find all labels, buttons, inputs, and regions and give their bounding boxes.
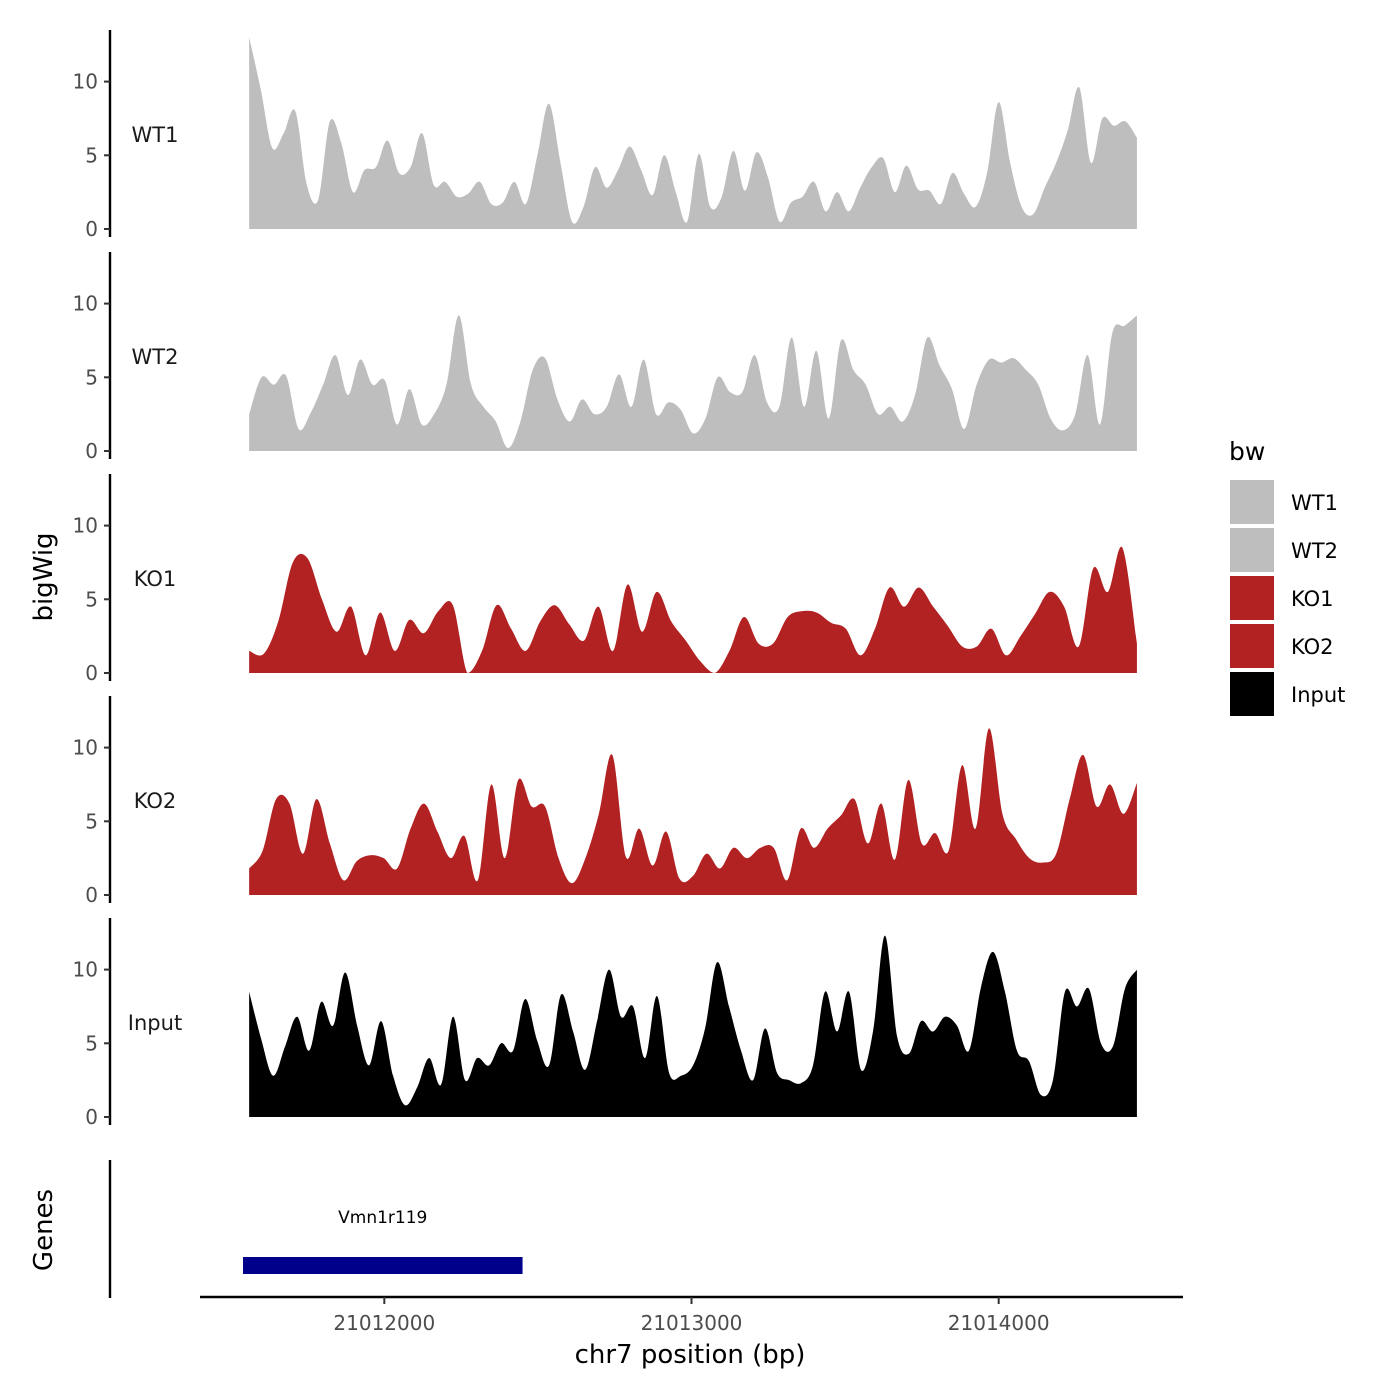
y-tick-label: 10 (73, 70, 98, 94)
y-tick-label: 5 (85, 143, 98, 167)
y-tick-label: 0 (85, 661, 98, 685)
y-axis-title: bigWig (29, 532, 59, 621)
y-tick-label: 0 (85, 439, 98, 463)
legend: bw WT1 WT2 KO1 KO2 Input (1229, 437, 1345, 716)
track-area-ko2 (249, 728, 1137, 895)
y-tick-label: 10 (73, 292, 98, 316)
y-tick-label: 0 (85, 1105, 98, 1129)
tracks-layer: 0 5 10 WT1 0 5 10 WT2 0 5 10 KO1 0 5 10 KO2 0 5 10 Input (73, 30, 1137, 1129)
x-tick-label: 21013000 (641, 1311, 743, 1335)
x-axis-title: chr7 position (bp) (575, 1340, 806, 1370)
track-label: WT1 (132, 123, 179, 147)
x-tick-label: 21012000 (333, 1311, 435, 1335)
legend-label-input: Input (1291, 683, 1345, 707)
legend-key-ko2 (1230, 624, 1274, 668)
legend-key-ko1 (1230, 576, 1274, 620)
track-ko2: 0 5 10 KO2 (73, 696, 1137, 907)
y-tick-label: 10 (73, 736, 98, 760)
track-wt2: 0 5 10 WT2 (73, 252, 1137, 463)
track-area-input (249, 935, 1137, 1117)
genes-axis-title: Genes (29, 1189, 59, 1271)
track-label: Input (128, 1011, 182, 1035)
track-area-wt2 (249, 315, 1137, 451)
legend-key-wt1 (1230, 480, 1274, 524)
x-axis: 21012000 21013000 21014000 (200, 1295, 1183, 1335)
track-label: WT2 (132, 345, 179, 369)
y-tick-label: 5 (85, 365, 98, 389)
legend-title: bw (1229, 437, 1265, 466)
y-tick-label: 5 (85, 809, 98, 833)
track-area-wt1 (249, 37, 1137, 230)
legend-label-wt2: WT2 (1291, 539, 1338, 563)
track-ko1: 0 5 10 KO1 (73, 474, 1137, 685)
track-label: KO1 (134, 567, 177, 591)
y-tick-label: 10 (73, 514, 98, 538)
legend-key-input (1230, 672, 1274, 716)
track-input: 0 5 10 Input (73, 918, 1137, 1129)
genes-layer: Vmn1r119 (108, 1160, 523, 1298)
track-label: KO2 (134, 789, 177, 813)
track-area-ko1 (249, 546, 1137, 673)
gene-bar (243, 1257, 523, 1274)
x-tick-label: 21014000 (948, 1311, 1050, 1335)
track-wt1: 0 5 10 WT1 (73, 30, 1137, 241)
y-tick-label: 10 (73, 958, 98, 982)
y-tick-label: 0 (85, 217, 98, 241)
y-tick-label: 5 (85, 1031, 98, 1055)
legend-label-ko1: KO1 (1291, 587, 1334, 611)
legend-label-wt1: WT1 (1291, 491, 1338, 515)
legend-label-ko2: KO2 (1291, 635, 1334, 659)
legend-key-wt2 (1230, 528, 1274, 572)
y-tick-label: 0 (85, 883, 98, 907)
gene-label: Vmn1r119 (338, 1208, 427, 1228)
y-tick-label: 5 (85, 587, 98, 611)
